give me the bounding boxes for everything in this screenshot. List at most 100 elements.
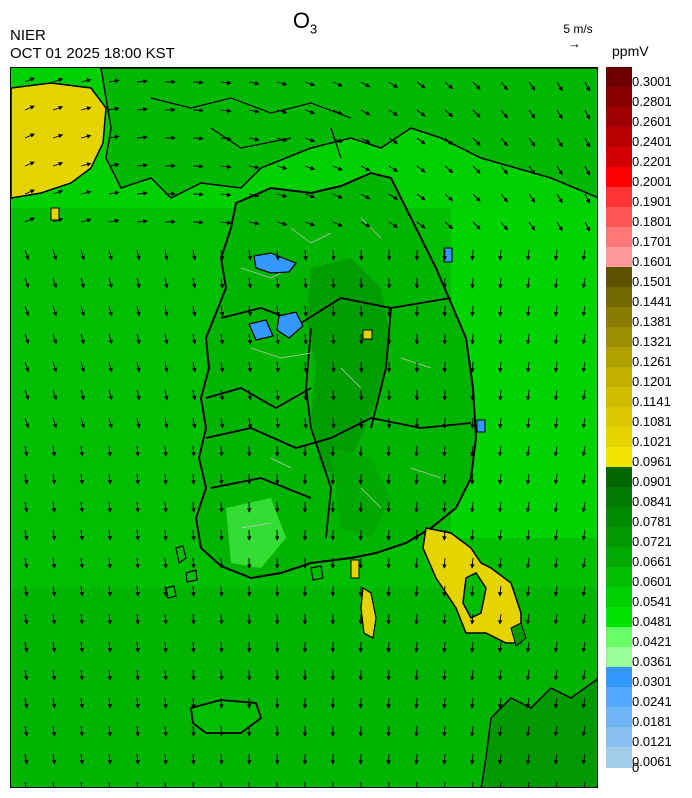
wind-arrow [24,389,30,401]
wind-arrow [388,81,399,88]
legend-swatch [606,327,632,348]
wind-arrow [556,137,563,148]
wind-arrow [414,725,419,737]
legend-label: 0.1901 [632,194,672,209]
legend-label: 0 [632,760,640,775]
wind-arrow [386,585,391,597]
wind-arrow [553,725,559,737]
south-island-high-zone [360,586,377,639]
wind-arrow [164,361,169,373]
wind-arrow [220,781,222,787]
wind-arrow [219,249,225,261]
legend-label: 0.0661 [632,554,672,569]
wind-arrow [248,193,260,198]
wind-arrow [248,81,260,86]
wind-arrow [304,81,316,87]
wind-arrow [191,697,196,709]
wind-arrow [219,333,225,345]
wind-arrow [80,249,85,261]
legend-swatch [606,287,632,308]
wind-arrow [388,193,399,200]
wind-arrow [553,389,559,401]
wind-arrow [191,473,196,485]
wind-arrow [80,106,92,111]
wind-arrow [107,641,112,653]
legend-label: 0.1261 [632,354,672,369]
wind-arrow [526,333,531,345]
wind-arrow [108,218,120,224]
wind-arrow [108,781,111,787]
wind-arrow [219,501,224,513]
ozone-map[interactable] [10,67,598,788]
wind-arrow [248,109,260,114]
wind-arrow [470,613,475,625]
wind-arrow [303,361,308,373]
colorbar-legend [606,67,632,768]
wind-arrow [304,137,316,143]
legend-swatch [606,547,632,568]
wind-arrow [332,165,343,171]
wind-arrow [360,193,371,200]
legend-label: 0.0301 [632,674,672,689]
wind-arrow [414,697,419,709]
wind-arrow [80,361,85,373]
wind-arrow [52,361,58,373]
wind-arrow [23,613,29,625]
legend-swatch [606,587,632,608]
wind-arrow [303,277,308,289]
wind-arrow [191,529,196,541]
legend-swatch [606,387,632,408]
wind-arrow [191,389,197,401]
legend-label: 0.1201 [632,374,672,389]
wind-arrow [556,221,563,232]
wind-arrow [51,557,57,569]
wind-arrow [135,585,140,597]
wind-arrow [499,781,502,787]
wind-arrow [52,105,64,111]
wind-arrow [135,445,140,457]
wind-scale-label: 5 m/s [563,22,593,36]
wind-arrow [108,249,113,261]
wind-arrow [498,725,503,737]
legend-swatch [606,747,632,768]
wind-arrow [163,669,168,681]
wind-arrow [191,305,197,317]
wind-arrow [163,613,168,625]
wind-arrow [219,361,225,373]
wind-arrow [247,249,253,261]
wind-arrow [331,333,336,345]
wind-arrow [275,277,280,289]
legend-swatch [606,427,632,448]
wind-arrow [23,445,29,457]
southwest-islands [165,545,324,599]
wind-arrow [584,81,590,92]
wind-arrow [24,417,30,429]
legend-label: 0.0541 [632,594,672,609]
wind-arrow [24,249,30,261]
wind-arrow [498,249,503,261]
wind-arrow [136,107,148,112]
wind-arrow [304,193,316,199]
wind-scale-arrow-icon: → [568,36,581,51]
wind-arrow [528,221,536,231]
wind-arrow [526,417,531,429]
wind-arrow [51,473,57,485]
wind-arrow [444,221,454,230]
wind-arrow [80,781,83,787]
kyushu-coast [480,678,597,787]
wind-arrow [303,249,308,261]
wind-arrow [24,161,35,167]
wind-arrow [247,417,253,429]
wind-arrow [164,417,169,429]
wind-arrow [51,753,57,765]
wind-arrow [275,417,280,429]
wind-arrow [80,389,85,401]
wind-arrow [107,697,112,709]
title-subscript: 3 [309,21,318,37]
wind-arrow [526,389,531,401]
wind-arrow [360,109,371,116]
legend-swatch [606,127,632,148]
wind-arrow [414,613,419,625]
wind-arrow [526,277,531,289]
wind-arrow [24,133,35,139]
